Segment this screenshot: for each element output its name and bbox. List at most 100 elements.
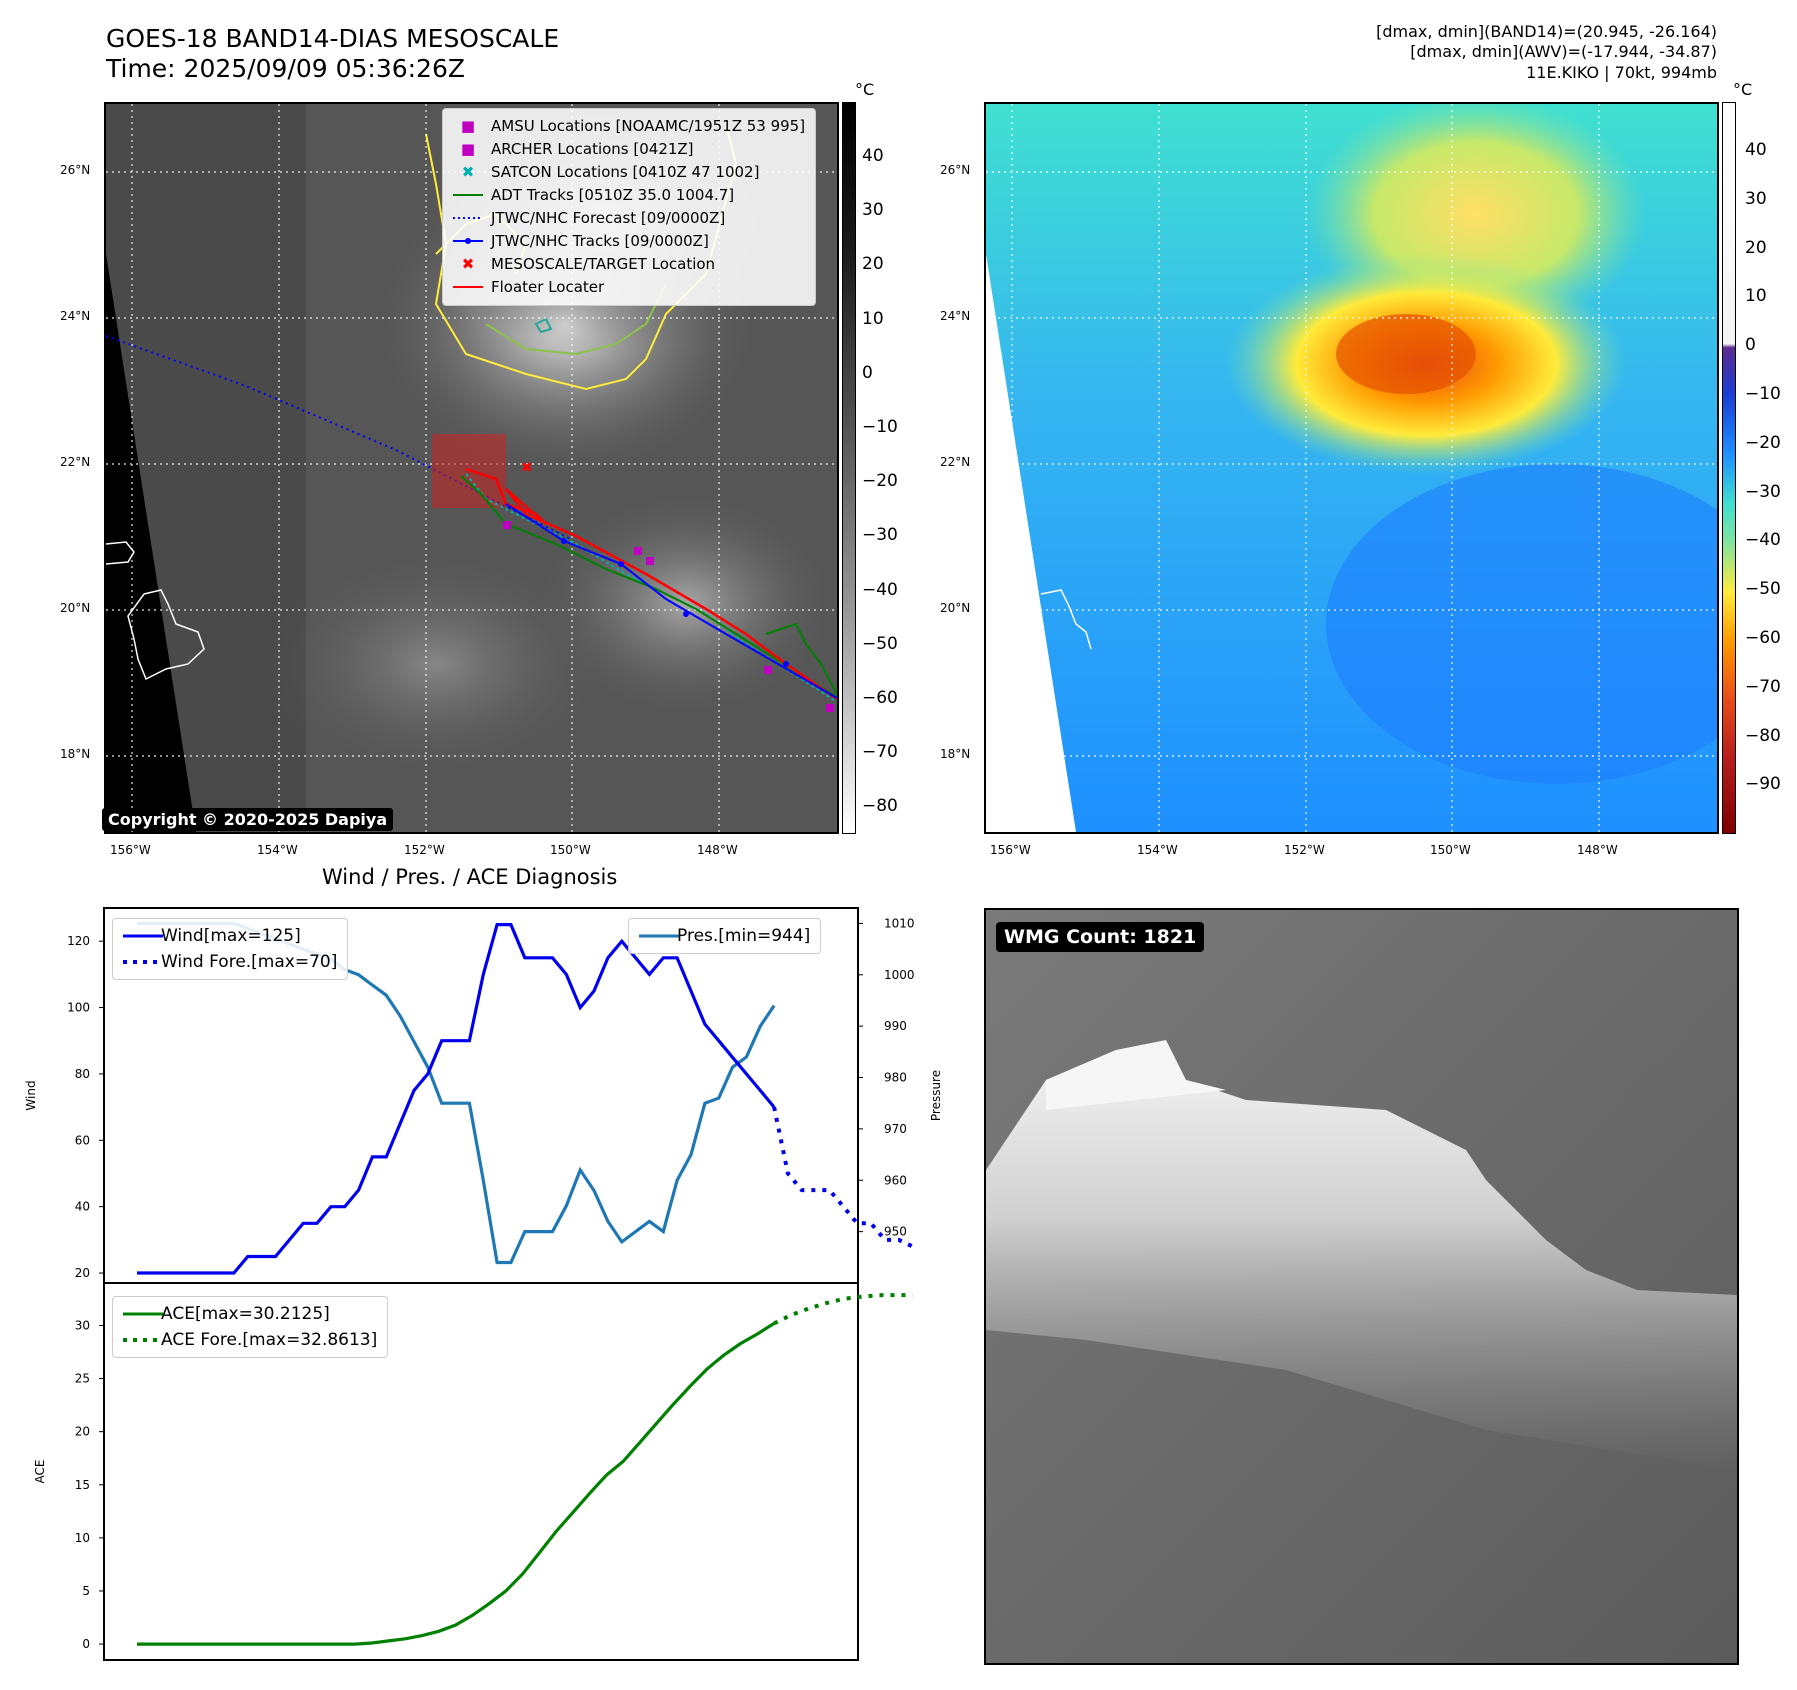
right-lon-label: 148°W — [1577, 843, 1618, 857]
colorbar-tick-label: −50 — [1745, 579, 1781, 600]
wind-line — [137, 923, 776, 1275]
legend-archer: ■ ARCHER Locations [0421Z] — [453, 138, 805, 161]
colorbar-tick-label: −10 — [862, 417, 898, 437]
ace-tick-label: 10 — [75, 1531, 90, 1545]
wind-tick-label: 20 — [75, 1266, 90, 1280]
legend-amsu: ■ AMSU Locations [NOAAMC/1951Z 53 995] — [453, 115, 805, 138]
colorbar-tick-label: 40 — [862, 146, 884, 166]
colorbar-tick-label: −90 — [1745, 774, 1781, 795]
legend-tracks: JTWC/NHC Tracks [09/0000Z] — [453, 230, 805, 253]
colorbar-tick-label: −60 — [862, 688, 898, 708]
diagnosis-title: Wind / Pres. / ACE Diagnosis — [322, 865, 618, 889]
left-lat-label: 24°N — [60, 309, 91, 323]
right-lat-label: 20°N — [940, 601, 971, 615]
pressure-tick-label: 960 — [884, 1173, 907, 1187]
legend-label: AMSU Locations [NOAAMC/1951Z 53 995] — [491, 117, 806, 135]
legend-label: Pres.[min=944] — [677, 926, 811, 946]
right-lon-label: 154°W — [1137, 843, 1178, 857]
right-lat-label: 26°N — [940, 163, 971, 177]
info-awv-range: [dmax, dmin](AWV)=(-17.944, -34.87) — [1410, 42, 1717, 61]
colorbar-tick-label: −30 — [1745, 481, 1781, 502]
ace-tick-label: 15 — [75, 1478, 90, 1492]
legend-floater: Floater Locater — [453, 276, 805, 299]
legend-label: JTWC/NHC Forecast [09/0000Z] — [491, 209, 726, 227]
legend-label: ADT Tracks [0510Z 35.0 1004.7] — [491, 186, 735, 204]
wind-tick-label: 80 — [75, 1067, 90, 1081]
legend-label: Wind Fore.[max=70] — [161, 952, 338, 972]
legend-label: ACE Fore.[max=32.8613] — [161, 1330, 378, 1350]
right-lat-label: 18°N — [940, 747, 971, 761]
figure-time: Time: 2025/09/09 05:36:26Z — [106, 54, 465, 83]
colorbar-tick-label: −30 — [862, 525, 898, 546]
colorbar-tick-label: 10 — [862, 308, 884, 329]
right-lat-label: 22°N — [940, 455, 971, 469]
wind-tick-label: 60 — [75, 1133, 90, 1147]
colorbar-tick-label: −50 — [862, 633, 898, 654]
left-lon-label: 150°W — [550, 843, 591, 857]
right-awv-map — [984, 102, 1719, 834]
dotted-line-icon — [123, 949, 163, 975]
left-lat-label: 20°N — [60, 601, 91, 615]
wind-tick-label: 40 — [75, 1200, 90, 1214]
colorbar-tick-label: −70 — [862, 742, 898, 763]
legend-label: Wind[max=125] — [161, 926, 301, 946]
wind-tick-label: 100 — [67, 1001, 90, 1015]
wmg-image — [986, 910, 1737, 1663]
colorbar-tick-label: −20 — [862, 471, 898, 492]
legend-wind: Wind[max=125] — [123, 923, 337, 949]
legend-satcon: ✖ SATCON Locations [0410Z 47 1002] — [453, 161, 805, 184]
square-marker-icon: ■ — [460, 140, 476, 158]
line-icon — [639, 923, 679, 949]
right-colorbar-unit: °C — [1733, 80, 1753, 99]
colorbar-tick-label: −70 — [1745, 676, 1781, 697]
line-icon — [123, 1301, 163, 1327]
colorbar-tick-label: 20 — [1745, 237, 1767, 258]
colorbar-tick-label: −40 — [1745, 530, 1781, 551]
colorbar-tick-label: 20 — [862, 254, 884, 275]
colorbar-tick-label: 10 — [1745, 286, 1767, 307]
legend-forecast: JTWC/NHC Forecast [09/0000Z] — [453, 207, 805, 230]
wind-tick-label: 120 — [67, 934, 90, 948]
colorbar-tick-label: −80 — [1745, 725, 1781, 746]
legend-label: ACE[max=30.2125] — [161, 1304, 330, 1324]
colorbar-tick-label: 0 — [862, 362, 873, 383]
right-lon-label: 156°W — [990, 843, 1031, 857]
legend-label: JTWC/NHC Tracks [09/0000Z] — [491, 232, 709, 250]
ace-axis-label: ACE — [33, 1460, 47, 1484]
pressure-tick-label: 980 — [884, 1071, 907, 1085]
colorbar-tick-label: −10 — [1745, 384, 1781, 404]
copyright-label: Copyright © 2020-2025 Dapiya — [102, 808, 394, 831]
line-icon — [453, 276, 483, 299]
right-colorbar — [1722, 102, 1736, 834]
info-storm: 11E.KIKO | 70kt, 994mb — [1526, 63, 1717, 82]
ace-tick-label: 25 — [75, 1372, 90, 1386]
left-lon-label: 148°W — [697, 843, 738, 857]
pressure-tick-label: 990 — [884, 1019, 907, 1033]
colorbar-tick-label: 40 — [1745, 140, 1767, 160]
wind-forecast-line — [772, 1106, 914, 1249]
legend-label: ARCHER Locations [0421Z] — [491, 140, 694, 158]
left-lat-label: 26°N — [60, 163, 91, 177]
colorbar-tick-label: 0 — [1745, 335, 1756, 356]
diagnosis-chart: 2040608010012095096097098099010001010Win… — [24, 907, 943, 1661]
ace-plot: 0 5 10 15 20 25 30 ACE — [33, 1282, 913, 1661]
colorbar-tick-label: 30 — [862, 200, 884, 221]
svg-text:✖: ✖ — [521, 460, 533, 476]
left-lat-label: 22°N — [60, 455, 91, 469]
dotted-line-icon — [453, 207, 483, 230]
colorbar-tick-label: −20 — [1745, 432, 1781, 453]
pressure-tick-label: 950 — [884, 1225, 907, 1239]
ace-tick-label: 20 — [75, 1425, 90, 1439]
ace-axes-frame — [103, 1282, 859, 1661]
legend-adt: ADT Tracks [0510Z 35.0 1004.7] — [453, 184, 805, 207]
legend-ace-forecast: ACE Fore.[max=32.8613] — [123, 1327, 377, 1353]
left-map-legend: ■ AMSU Locations [NOAAMC/1951Z 53 995] ■ A… — [442, 108, 817, 306]
left-colorbar-unit: °C — [855, 80, 875, 99]
legend-label: MESOSCALE/TARGET Location — [491, 255, 716, 273]
pressure-tick-label: 1010 — [884, 916, 915, 930]
left-lat-label: 18°N — [60, 747, 91, 761]
legend-ace: ACE[max=30.2125] — [123, 1301, 377, 1327]
legend-label: Floater Locater — [491, 278, 605, 296]
x-marker-icon: ✖ — [461, 255, 475, 273]
colorbar-tick-label: −40 — [862, 579, 898, 600]
